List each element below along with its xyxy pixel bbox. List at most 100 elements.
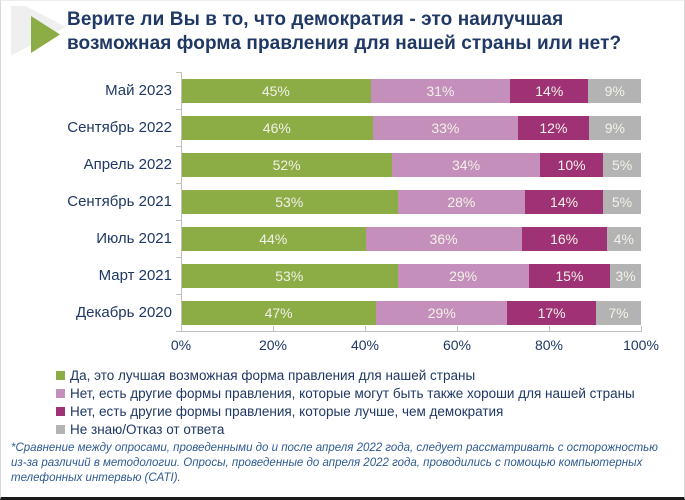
x-axis-labels: 0% 20% 40% 60% 80% 100%	[171, 332, 659, 356]
bar-value-label: 46%	[262, 119, 291, 136]
bar-segment: 4%	[606, 226, 642, 251]
bar-value-label: 14%	[550, 193, 579, 210]
bar-value-label: 5%	[611, 193, 633, 210]
legend-swatch	[56, 407, 65, 416]
y-axis-tick	[176, 183, 182, 184]
category-label: Сентябрь 2022	[67, 119, 172, 136]
x-axis-tick	[365, 326, 366, 332]
x-axis-tick	[457, 326, 458, 332]
y-axis-tick	[176, 331, 182, 332]
legend-swatch	[56, 425, 65, 434]
category-label: Сентябрь 2021	[67, 193, 172, 210]
x-axis-tick-label: 0%	[170, 337, 192, 353]
bar-segment: 16%	[521, 226, 607, 251]
page-title: Верите ли Вы в то, что демократия - это …	[67, 9, 622, 55]
bar-segment: 45%	[181, 78, 371, 103]
header: Верите ли Вы в то, что демократия - это …	[0, 0, 684, 64]
bar-track: 46% 33% 12% 9%	[181, 115, 642, 140]
bar-value-label: 3%	[615, 267, 636, 284]
legend-swatch	[56, 389, 65, 398]
legend-item: Нет, есть другие формы правления, которы…	[56, 386, 684, 401]
chart-row: Июль 2021 44% 36% 16% 4%	[9, 220, 642, 257]
bar-segment: 46%	[181, 115, 373, 140]
legend-label: Нет, есть другие формы правления, которы…	[70, 386, 635, 401]
bar-segment: 12%	[518, 115, 589, 140]
bar-segment: 33%	[372, 115, 519, 140]
chart-row: Сентябрь 2022 46% 33% 12% 9%	[9, 109, 642, 146]
category-label: Июль 2021	[96, 230, 172, 247]
bar-value-label: 47%	[264, 304, 293, 321]
category-label: Май 2023	[105, 82, 172, 99]
y-axis-tick	[176, 220, 182, 221]
bar-value-label: 31%	[426, 82, 455, 99]
bar-value-label: 10%	[557, 156, 586, 173]
bar-track: 52% 34% 10% 5%	[181, 152, 642, 177]
bar-value-label: 16%	[550, 230, 579, 247]
bar-segment: 52%	[181, 152, 393, 177]
legend-label: Да, это лучшая возможная форма правления…	[70, 368, 476, 383]
x-axis-tick	[549, 326, 550, 332]
bar-value-label: 53%	[275, 267, 304, 284]
legend-item: Да, это лучшая возможная форма правления…	[56, 368, 684, 383]
bar-track: 47% 29% 17% 7%	[181, 300, 641, 325]
x-axis-tick-label: 40%	[350, 337, 380, 353]
legend-item: Нет, есть другие формы правления, которы…	[56, 404, 684, 419]
legend: Да, это лучшая возможная форма правления…	[56, 368, 684, 437]
bar-segment: 29%	[397, 263, 529, 288]
bar-segment: 5%	[602, 189, 641, 214]
bar-segment: 28%	[397, 189, 526, 214]
x-axis-tick-label: 60%	[442, 337, 472, 353]
chart-row: Март 2021 53% 29% 15% 3%	[9, 257, 641, 294]
bar-segment: 15%	[528, 263, 611, 288]
bar-value-label: 12%	[539, 119, 568, 136]
x-axis-tick-label: 100%	[623, 337, 659, 353]
chart-row: Апрель 2022 52% 34% 10% 5%	[9, 146, 642, 183]
bar-value-label: 53%	[275, 193, 304, 210]
bar-segment: 7%	[595, 300, 641, 325]
bar-value-label: 29%	[449, 267, 478, 284]
y-axis-tick	[176, 146, 182, 147]
x-axis-tick-label: 80%	[534, 337, 564, 353]
arrow-bullet-icon	[0, 0, 66, 64]
x-axis-tick-label: 20%	[258, 337, 288, 353]
bar-segment: 47%	[181, 300, 377, 325]
category-label: Декабрь 2020	[75, 304, 172, 321]
bar-value-label: 36%	[429, 230, 458, 247]
bar-segment: 53%	[181, 189, 398, 214]
bar-value-label: 52%	[272, 156, 301, 173]
bar-track: 53% 28% 14% 5%	[181, 189, 641, 214]
stacked-bar-chart: Май 2023 45% 31% 14% 9% Сентябрь 2022 46% 33% 12…	[9, 72, 659, 356]
chart-row: Декабрь 2020 47% 29% 17% 7%	[9, 294, 641, 331]
x-axis-tick	[273, 326, 274, 332]
bar-value-label: 34%	[452, 156, 481, 173]
bar-value-label: 7%	[608, 304, 629, 321]
bar-segment: 14%	[525, 189, 603, 214]
chart-row: Май 2023 45% 31% 14% 9%	[9, 72, 641, 109]
legend-label: Не знаю/Отказ от ответа	[70, 422, 225, 437]
legend-item: Не знаю/Отказ от ответа	[56, 422, 684, 437]
bar-segment: 44%	[181, 226, 366, 251]
bar-value-label: 17%	[537, 304, 566, 321]
legend-label: Нет, есть другие формы правления, которы…	[70, 404, 504, 419]
y-axis-tick	[176, 294, 182, 295]
y-axis-tick	[176, 72, 182, 73]
bar-segment: 17%	[507, 300, 596, 325]
bar-segment: 9%	[588, 115, 642, 140]
x-axis-line	[181, 326, 642, 332]
bar-segment: 5%	[603, 152, 642, 177]
bar-value-label: 44%	[259, 230, 288, 247]
bar-value-label: 45%	[261, 82, 290, 99]
bar-segment: 31%	[370, 78, 511, 103]
arrow-right-icon	[0, 0, 66, 62]
chart-rows: Май 2023 45% 31% 14% 9% Сентябрь 2022 46% 33% 12…	[9, 72, 642, 331]
bar-track: 44% 36% 16% 4%	[181, 226, 642, 251]
bar-value-label: 5%	[611, 156, 633, 173]
bar-segment: 34%	[392, 152, 540, 177]
y-axis-tick	[176, 257, 182, 258]
bar-segment: 36%	[365, 226, 522, 251]
x-axis-tick	[181, 326, 182, 332]
bar-segment: 3%	[610, 263, 641, 288]
bar-value-label: 33%	[431, 119, 460, 136]
bar-value-label: 9%	[604, 119, 625, 136]
bar-value-label: 29%	[427, 304, 456, 321]
